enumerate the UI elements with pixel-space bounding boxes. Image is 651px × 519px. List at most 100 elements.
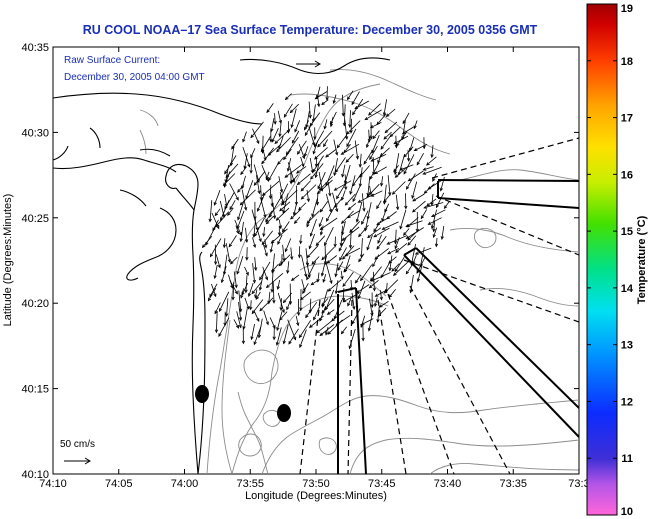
current-vector-head xyxy=(340,330,345,335)
current-vector-head xyxy=(290,256,294,261)
current-vector xyxy=(408,170,424,182)
current-vector-head xyxy=(395,249,399,253)
current-vector-head xyxy=(426,162,430,166)
current-vector xyxy=(394,257,405,272)
current-vector-head xyxy=(411,195,415,200)
current-vector-head xyxy=(238,324,242,329)
current-vector-head xyxy=(282,209,286,214)
current-vector-head xyxy=(220,279,225,284)
current-vector-head xyxy=(247,293,252,298)
current-vector xyxy=(379,300,389,308)
current-vector-head xyxy=(270,128,274,133)
current-vector xyxy=(340,270,343,280)
current-vector-head xyxy=(365,144,370,149)
current-vector xyxy=(366,183,380,198)
current-vector xyxy=(334,198,343,208)
current-vector xyxy=(423,202,444,209)
current-vector-head xyxy=(259,307,263,312)
current-vector xyxy=(202,235,213,248)
current-vector xyxy=(272,202,276,219)
current-vector-head xyxy=(407,178,412,182)
colorbar-tick-label: 14 xyxy=(621,283,634,295)
current-vector xyxy=(228,235,237,247)
current-vector xyxy=(240,221,244,242)
current-vector xyxy=(294,216,301,224)
current-vector-head xyxy=(413,125,417,130)
current-vector xyxy=(279,121,282,137)
current-vector xyxy=(253,310,260,322)
current-vector-head xyxy=(385,113,390,117)
current-vector-head xyxy=(269,138,273,143)
current-vector-head xyxy=(305,314,309,319)
current-vector xyxy=(322,273,327,283)
current-vector-head xyxy=(394,174,399,178)
current-vector xyxy=(412,200,426,213)
current-vector-head xyxy=(343,268,347,273)
current-vector-head xyxy=(243,206,248,211)
current-vector-head xyxy=(387,251,391,255)
current-vector-head xyxy=(376,246,380,250)
current-vector-head xyxy=(340,275,344,280)
current-vector-head xyxy=(264,244,268,249)
current-vector-head xyxy=(275,217,280,221)
current-vector-head xyxy=(296,150,301,155)
current-vector-head xyxy=(434,243,439,248)
current-vector xyxy=(368,103,381,116)
current-vector xyxy=(360,264,373,281)
current-vector-head xyxy=(318,223,322,228)
current-vector-head xyxy=(306,276,310,281)
current-vector-head xyxy=(214,329,219,334)
current-vector-head xyxy=(326,311,331,315)
current-vector xyxy=(290,247,293,260)
current-vector-head xyxy=(322,279,326,283)
current-vector-head xyxy=(384,129,389,134)
current-vector-head xyxy=(341,173,345,178)
current-vector-head xyxy=(306,223,310,228)
current-vector xyxy=(280,183,289,199)
current-vector xyxy=(324,119,328,129)
current-vector-head xyxy=(393,140,398,145)
current-vector-head xyxy=(245,256,249,261)
current-vector xyxy=(426,156,437,166)
current-vector-head xyxy=(235,196,239,201)
current-vector-head xyxy=(293,336,297,341)
current-vector xyxy=(297,140,307,155)
current-vector-head xyxy=(384,208,388,213)
current-vector xyxy=(225,163,239,178)
current-vector-head xyxy=(267,300,271,305)
current-vector-head xyxy=(246,305,250,310)
current-vector-head xyxy=(337,267,341,271)
current-vector-head xyxy=(348,345,352,350)
current-vector-head xyxy=(372,263,376,268)
current-vector-head xyxy=(373,228,377,233)
y-tick-label: 40:35 xyxy=(21,42,49,54)
current-vector xyxy=(341,326,348,334)
current-vector-head xyxy=(357,295,361,300)
current-vector-head xyxy=(440,236,444,241)
current-vector xyxy=(233,319,239,329)
current-vector xyxy=(376,235,387,250)
current-vector-head xyxy=(391,191,396,195)
current-vector xyxy=(341,226,360,241)
current-vector-head xyxy=(380,274,384,279)
current-vector xyxy=(342,94,344,116)
current-vector-head xyxy=(334,204,338,208)
current-vector xyxy=(426,198,437,207)
current-vector-head xyxy=(257,334,262,339)
current-vector-head xyxy=(430,154,434,159)
current-vector-head xyxy=(341,297,346,302)
current-vector-head xyxy=(225,313,229,318)
current-vector-head xyxy=(266,109,270,114)
current-vector xyxy=(369,298,373,316)
map-plot: Raw Surface Current: December 30, 2005 0… xyxy=(52,46,580,475)
current-vector-head xyxy=(257,190,261,195)
current-vector-head xyxy=(265,176,269,181)
current-vector xyxy=(316,319,334,334)
colorbar-tick-label: 15 xyxy=(621,226,633,238)
current-vector xyxy=(375,289,387,297)
current-vector-head xyxy=(388,260,392,264)
current-vector xyxy=(341,164,346,177)
current-vector xyxy=(321,255,327,276)
current-vector-head xyxy=(270,289,274,293)
current-vector xyxy=(347,90,354,100)
